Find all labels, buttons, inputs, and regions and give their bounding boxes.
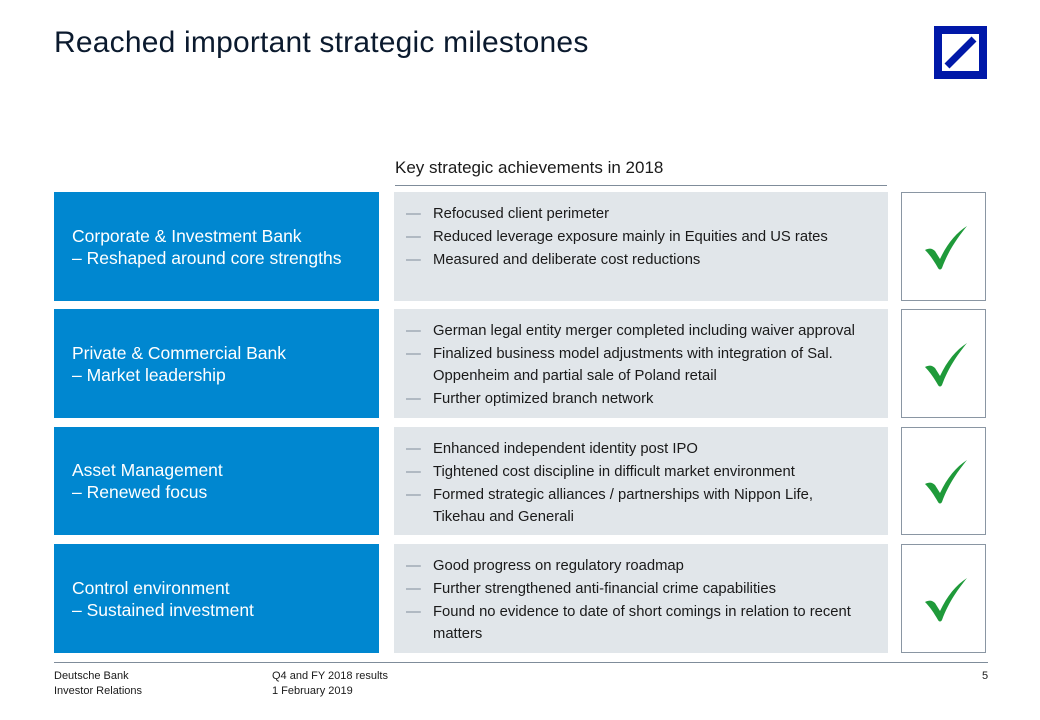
achievement-row: Asset Management – Renewed focus — Enhanced… [0, 427, 1040, 535]
achievement-text: Good progress on regulatory roadmap [433, 558, 684, 574]
bullet-dash-icon: — [406, 464, 421, 480]
category-subtitle: – Market leadership [72, 364, 226, 385]
category-subtitle: – Sustained investment [72, 599, 254, 620]
achievement-list: — Good progress on regulatory roadmap — Fur… [406, 555, 858, 645]
achievement-text: Enhanced independent identity post IPO [433, 441, 698, 457]
bullet-dash-icon: — [406, 346, 421, 362]
achievement-item: — German legal entity merger completed in… [406, 320, 858, 342]
achievement-row: Control environment – Sustained investmen… [0, 544, 1040, 653]
footer-company-block: Deutsche Bank Investor Relations [54, 669, 142, 699]
achievement-item: — Further strengthened anti-financial cri… [406, 578, 858, 600]
achievement-item: — Found no evidence to date of short comi… [406, 601, 858, 645]
achievement-item: — Finalized business model adjustments wi… [406, 343, 858, 387]
category-box: Control environment – Sustained investmen… [54, 544, 379, 653]
achievement-text: Found no evidence to date of short comin… [433, 604, 851, 642]
footer-report: Q4 and FY 2018 results [272, 670, 388, 682]
bullet-dash-icon: — [406, 252, 421, 268]
achievement-text: Formed strategic alliances / partnership… [433, 487, 813, 525]
achievements-panel: — German legal entity merger completed in… [394, 309, 888, 418]
achievement-text: Finalized business model adjustments wit… [433, 346, 833, 384]
achievement-text: Further optimized branch network [433, 391, 654, 407]
footer-divider [54, 662, 988, 663]
category-box: Asset Management – Renewed focus [54, 427, 379, 535]
status-check-box [901, 309, 986, 418]
category-subtitle: – Reshaped around core strengths [72, 247, 342, 268]
achievement-item: — Refocused client perimeter [406, 203, 858, 225]
bullet-dash-icon: — [406, 206, 421, 222]
category-box: Corporate & Investment Bank – Reshaped ar… [54, 192, 379, 301]
achievement-text: Further strengthened anti-financial crim… [433, 581, 776, 597]
achievement-item: — Reduced leverage exposure mainly in Equ… [406, 226, 858, 248]
achievement-row: Private & Commercial Bank – Market leader… [0, 309, 1040, 418]
achievements-panel: — Enhanced independent identity post IPO —… [394, 427, 888, 535]
status-check-box [901, 192, 986, 301]
achievement-text: German legal entity merger completed inc… [433, 323, 855, 339]
page-title: Reached important strategic milestones [54, 26, 589, 59]
bullet-dash-icon: — [406, 323, 421, 339]
bullet-dash-icon: — [406, 441, 421, 457]
bullet-dash-icon: — [406, 391, 421, 407]
status-check-box [901, 427, 986, 535]
bullet-dash-icon: — [406, 581, 421, 597]
bullet-dash-icon: — [406, 558, 421, 574]
achievement-list: — Refocused client perimeter — Reduced leve… [406, 203, 858, 271]
checkmark-icon [925, 343, 967, 387]
section-header: Key strategic achievements in 2018 [395, 158, 887, 186]
page-number: 5 [982, 670, 989, 682]
category-name: Control environment [72, 577, 230, 598]
category-box: Private & Commercial Bank – Market leader… [54, 309, 379, 418]
status-check-box [901, 544, 986, 653]
achievement-item: — Formed strategic alliances / partnershi… [406, 484, 858, 528]
achievement-text: Reduced leverage exposure mainly in Equi… [433, 229, 828, 245]
achievement-item: — Measured and deliberate cost reductions [406, 249, 858, 271]
deutsche-bank-logo-icon [934, 26, 987, 79]
footer-department: Investor Relations [54, 685, 143, 697]
footer-company: Deutsche Bank [54, 670, 129, 682]
achievement-item: — Tightened cost discipline in difficult … [406, 461, 858, 483]
bullet-dash-icon: — [406, 229, 421, 245]
achievement-text: Tightened cost discipline in difficult m… [433, 464, 795, 480]
category-name: Private & Commercial Bank [72, 342, 286, 363]
achievement-list: — German legal entity merger completed in… [406, 320, 858, 410]
achievement-item: — Good progress on regulatory roadmap [406, 555, 858, 577]
checkmark-icon [925, 578, 967, 622]
bullet-dash-icon: — [406, 604, 421, 620]
category-subtitle: – Renewed focus [72, 482, 208, 502]
achievement-text: Measured and deliberate cost reductions [433, 252, 701, 268]
checkmark-icon [925, 226, 967, 270]
achievement-text: Refocused client perimeter [433, 206, 610, 222]
category-name: Asset Management [72, 460, 223, 480]
achievement-row: Corporate & Investment Bank – Reshaped ar… [0, 192, 1040, 301]
checkmark-icon [925, 460, 967, 504]
achievements-panel: — Good progress on regulatory roadmap — Fur… [394, 544, 888, 653]
footer-report-block: Q4 and FY 2018 results 1 February 2019 [272, 669, 388, 699]
category-name: Corporate & Investment Bank [72, 225, 302, 246]
achievements-panel: — Refocused client perimeter — Reduced leve… [394, 192, 888, 301]
achievement-item: — Enhanced independent identity post IPO [406, 438, 858, 460]
achievement-list: — Enhanced independent identity post IPO —… [406, 438, 858, 528]
bullet-dash-icon: — [406, 487, 421, 503]
footer-date: 1 February 2019 [272, 685, 353, 697]
achievement-item: — Further optimized branch network [406, 388, 858, 410]
